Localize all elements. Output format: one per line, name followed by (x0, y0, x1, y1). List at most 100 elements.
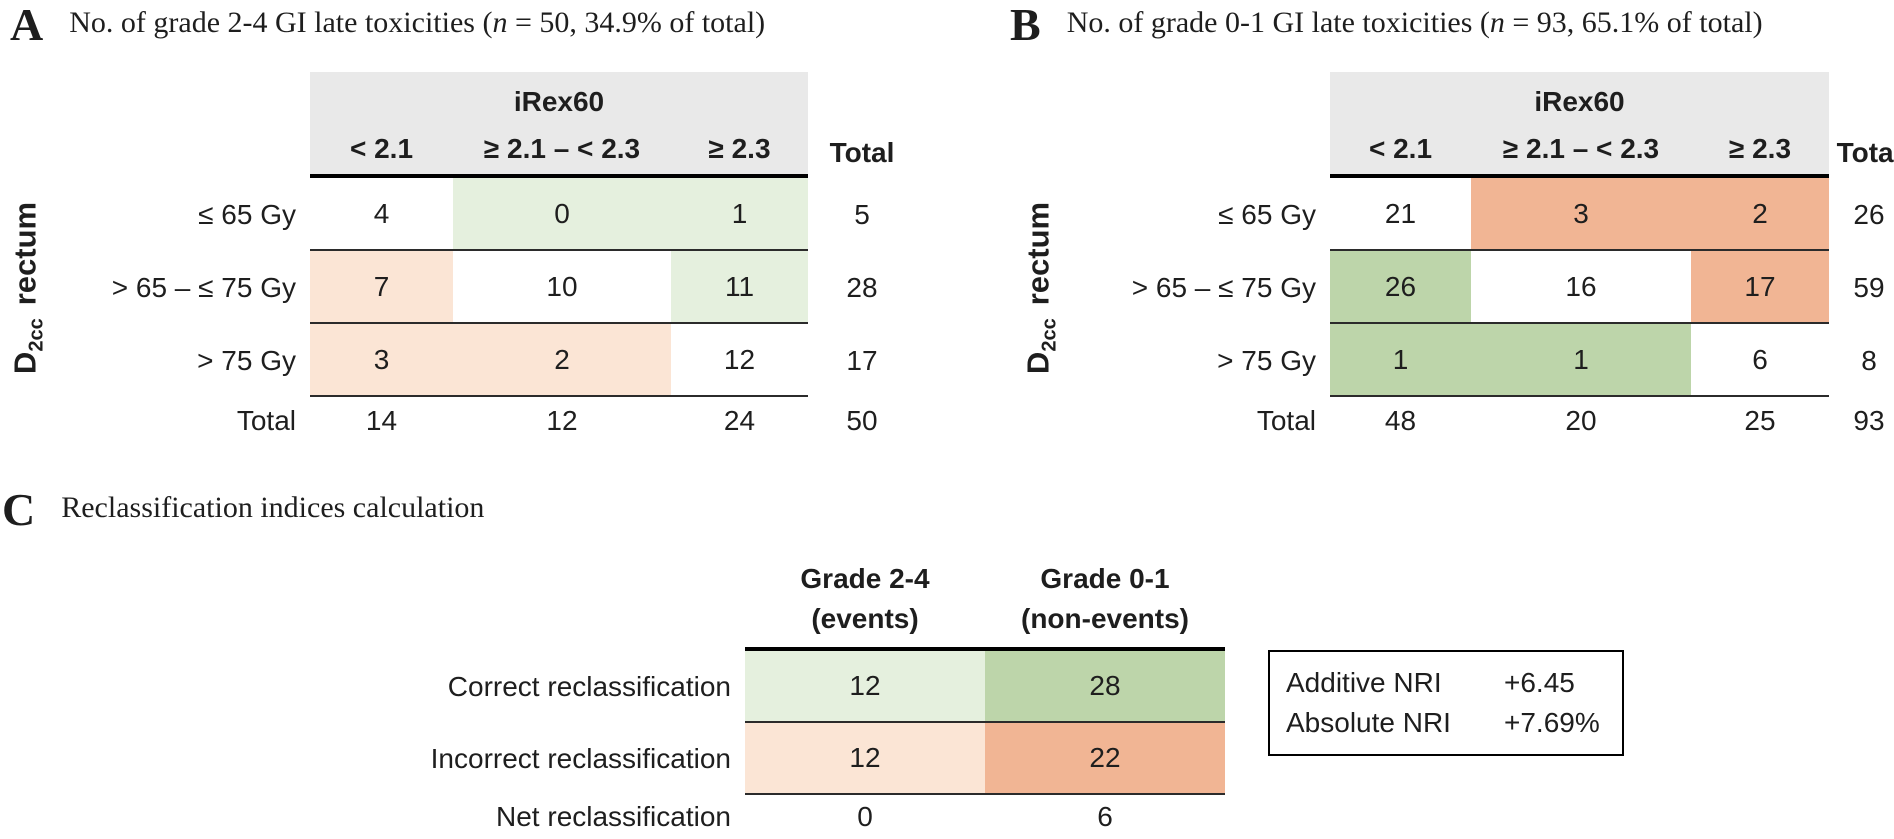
row-label: > 65 – ≤ 75 Gy (111, 271, 296, 303)
column-total: 24 (723, 405, 756, 436)
title-italic-n: n (492, 6, 508, 39)
row-cells: 48 20 25 (1330, 397, 1829, 445)
irex60-header-block: iRex60 < 2.1 ≥ 2.1 – < 2.3 ≥ 2.3 (1330, 72, 1829, 178)
col-header-events: Grade 2-4 (events) (745, 555, 985, 647)
matrix-cell: 12 (745, 651, 985, 721)
matrix-cell: 26 (1330, 251, 1471, 322)
row-label: Incorrect reclassification (430, 743, 731, 774)
table-header-row: iRex60 < 2.1 ≥ 2.1 – < 2.3 ≥ 2.3 Total (1010, 72, 1894, 178)
grand-total: 50 (846, 405, 878, 436)
table-row: > 75 Gy 3 2 12 17 (10, 324, 916, 397)
matrix-cell: 11 (671, 251, 808, 322)
table-total-row: Total 14 12 24 50 (10, 397, 916, 445)
matrix-cell: 3 (310, 324, 453, 395)
matrix-cell: 6 (1752, 343, 1768, 375)
panel-b-title: B No. of grade 0-1 GI late toxicities (n… (1010, 2, 1894, 48)
panel-b-table: iRex60 < 2.1 ≥ 2.1 – < 2.3 ≥ 2.3 Total ≤… (1010, 72, 1894, 445)
row-cells: 7 10 11 (310, 251, 808, 324)
panel-a-title-text: No. of grade 2-4 GI late toxicities (n =… (69, 6, 765, 41)
col-header-line: (events) (811, 603, 919, 634)
column-total: 14 (365, 405, 398, 436)
row-total: 17 (846, 344, 878, 376)
row-label: ≤ 65 Gy (1218, 198, 1316, 230)
row-label: ≤ 65 Gy (198, 198, 296, 230)
row-label: > 65 – ≤ 75 Gy (1131, 271, 1316, 303)
nri-value: +6.45 (1504, 667, 1575, 698)
panel-c: C Reclassification indices calculation G… (0, 470, 1894, 836)
title-text-part: = 93, 65.1% of total) (1504, 6, 1763, 39)
column-headers: Grade 2-4 (events) Grade 0-1 (non-events… (745, 555, 1225, 651)
panel-b-title-text: No. of grade 0-1 GI late toxicities (n =… (1067, 6, 1763, 41)
column-total: 48 (1384, 405, 1417, 436)
column-headers: < 2.1 ≥ 2.1 – < 2.3 ≥ 2.3 (310, 133, 808, 174)
header-spacer (1010, 72, 1330, 178)
col-header-line: Grade 0-1 (1040, 563, 1170, 594)
column-total: 25 (1744, 405, 1776, 436)
col-header-21to23: ≥ 2.1 – < 2.3 (483, 133, 641, 164)
panel-c-letter: C (2, 484, 36, 535)
row-cells: 3 2 12 (310, 324, 808, 397)
row-cells: 4 0 1 (310, 178, 808, 251)
matrix-cell: 10 (546, 270, 578, 302)
table-row: > 65 – ≤ 75 Gy 26 16 17 59 (1010, 251, 1894, 324)
table-header-row: Grade 2-4 (events) Grade 0-1 (non-events… (0, 555, 1225, 651)
row-cells: 21 3 2 (1330, 178, 1829, 251)
matrix-cell: 2 (453, 324, 671, 395)
table-header-row: iRex60 < 2.1 ≥ 2.1 – < 2.3 ≥ 2.3 Total (10, 72, 916, 178)
table-row: ≤ 65 Gy 4 0 1 5 (10, 178, 916, 251)
matrix-cell: 1 (1330, 324, 1471, 395)
column-total: 20 (1565, 405, 1597, 436)
table-row-net: Net reclassification 0 6 (0, 795, 1225, 839)
row-cells: 12 28 (745, 651, 1225, 723)
matrix-cell: 12 (745, 723, 985, 793)
header-spacer (10, 72, 310, 178)
col-header-non-events: Grade 0-1 (non-events) (985, 555, 1225, 647)
col-header-ge23: ≥ 2.3 (708, 133, 771, 164)
total-row-label: Total (1256, 405, 1316, 436)
nri-label: Additive NRI (1286, 667, 1442, 698)
row-cells: 12 22 (745, 723, 1225, 795)
row-total: 5 (854, 198, 870, 230)
nri-box: Additive NRI +6.45 Absolute NRI +7.69% (1268, 650, 1624, 756)
matrix-cell: 4 (373, 197, 390, 229)
row-label: > 75 Gy (197, 344, 296, 376)
nri-row: Additive NRI +6.45 (1286, 667, 1622, 699)
matrix-cell: 21 (1384, 197, 1417, 229)
matrix-cell: 16 (1565, 270, 1597, 302)
panel-c-title-text: Reclassification indices calculation (61, 491, 485, 524)
panel-a: A No. of grade 2-4 GI late toxicities (n… (7, 2, 940, 462)
row-cells: 26 16 17 (1330, 251, 1829, 324)
row-total: 59 (1853, 271, 1885, 303)
matrix-cell: 0 (857, 801, 873, 832)
nri-row: Absolute NRI +7.69% (1286, 707, 1622, 739)
irex60-group-header: iRex60 (513, 86, 605, 117)
irex60-group-header: iRex60 (1534, 86, 1625, 117)
panel-b: B No. of grade 0-1 GI late toxicities (n… (1010, 2, 1894, 462)
table-row-correct: Correct reclassification 12 28 (0, 651, 1225, 723)
column-headers: < 2.1 ≥ 2.1 – < 2.3 ≥ 2.3 (1330, 133, 1829, 174)
panel-c-table: Grade 2-4 (events) Grade 0-1 (non-events… (0, 555, 1225, 839)
column-total: 12 (546, 405, 578, 436)
row-cells: 1 1 6 (1330, 324, 1829, 397)
table-row: > 75 Gy 1 1 6 8 (1010, 324, 1894, 397)
total-row-label: Total (236, 405, 296, 436)
row-label: Net reclassification (496, 801, 731, 832)
title-text-part: No. of grade 0-1 GI late toxicities ( (1066, 6, 1490, 39)
title-text-part: No. of grade 2-4 GI late toxicities ( (69, 6, 493, 39)
col-header-lt21: < 2.1 (349, 133, 414, 164)
col-header-ge23: ≥ 2.3 (1728, 133, 1792, 164)
matrix-cell: 1 (1471, 324, 1691, 395)
title-italic-n: n (1489, 6, 1505, 39)
matrix-cell: 3 (1471, 178, 1691, 249)
col-header-line: Grade 2-4 (800, 563, 930, 594)
matrix-cell: 2 (1691, 178, 1829, 249)
table-row: > 65 – ≤ 75 Gy 7 10 11 28 (10, 251, 916, 324)
col-header-line: (non-events) (1021, 603, 1189, 634)
nri-value: +7.69% (1504, 707, 1600, 738)
grand-total: 93 (1853, 405, 1885, 436)
matrix-cell: 0 (453, 178, 671, 249)
nri-label: Absolute NRI (1286, 707, 1451, 738)
row-total: 26 (1853, 198, 1885, 230)
panel-a-title: A No. of grade 2-4 GI late toxicities (n… (10, 2, 940, 48)
